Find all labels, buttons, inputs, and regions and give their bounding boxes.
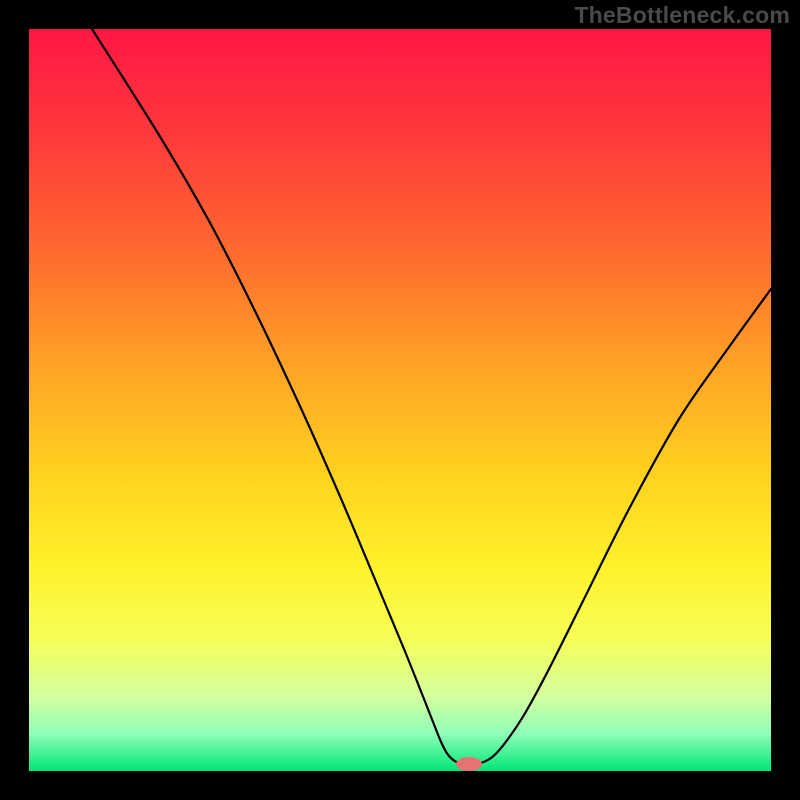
gradient-background — [29, 29, 771, 771]
optimal-marker — [456, 757, 482, 771]
plot-area — [29, 29, 771, 771]
watermark-text: TheBottleneck.com — [574, 2, 790, 29]
chart-frame: TheBottleneck.com — [0, 0, 800, 800]
chart-svg — [29, 29, 771, 771]
